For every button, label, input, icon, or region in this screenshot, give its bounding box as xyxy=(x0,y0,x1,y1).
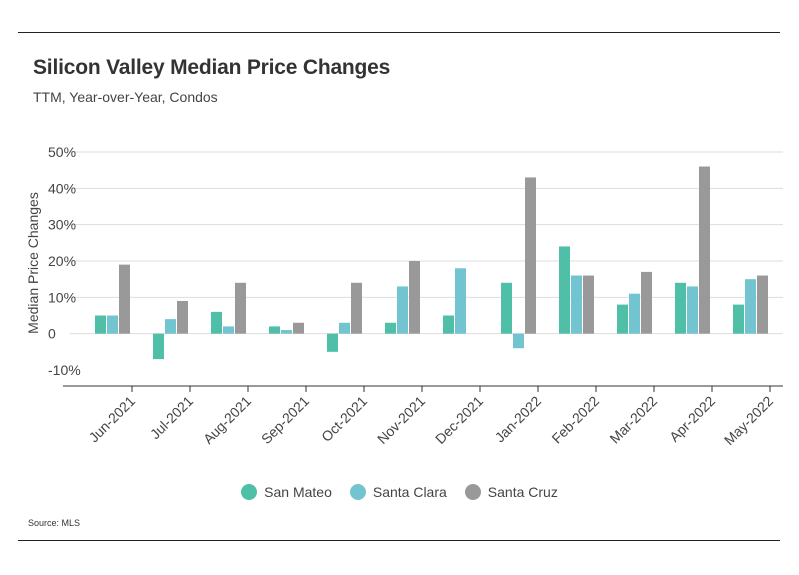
y-tick-label: -10% xyxy=(48,362,81,378)
x-tick-label: Feb-2022 xyxy=(548,393,602,447)
bar-santa-cruz xyxy=(177,300,188,334)
bar-santa-clara xyxy=(397,286,408,334)
x-tick-label: Sep-2021 xyxy=(258,393,312,447)
bar-san-mateo xyxy=(733,304,744,334)
bar-santa-clara xyxy=(165,319,176,334)
bar-san-mateo xyxy=(559,246,570,334)
bar-santa-cruz xyxy=(641,271,652,334)
bar-santa-cruz xyxy=(235,282,246,334)
chart-title: Silicon Valley Median Price Changes xyxy=(33,56,391,79)
bar-santa-clara xyxy=(687,286,698,334)
bar-santa-clara xyxy=(513,333,524,349)
bar-san-mateo xyxy=(95,315,106,334)
bar-santa-cruz xyxy=(119,264,130,334)
bar-san-mateo xyxy=(327,333,338,352)
x-tick-label: Jul-2021 xyxy=(147,393,196,442)
x-tick-label: Aug-2021 xyxy=(200,393,254,447)
bar-santa-clara xyxy=(339,322,350,334)
bar-san-mateo xyxy=(617,304,628,334)
y-tick-label: 30% xyxy=(48,217,76,233)
x-tick-label: May-2022 xyxy=(721,393,776,448)
y-tick-label: 20% xyxy=(48,253,76,269)
x-tick-label: Jun-2021 xyxy=(86,393,139,446)
bar-san-mateo xyxy=(153,333,164,360)
chart-subtitle: TTM, Year-over-Year, Condos xyxy=(33,89,218,105)
legend-label-santa-cruz: Santa Cruz xyxy=(487,484,558,500)
bar-san-mateo xyxy=(675,282,686,334)
legend-swatch-santa-cruz xyxy=(464,484,481,500)
bar-santa-cruz xyxy=(409,261,420,334)
bar-santa-clara xyxy=(745,279,756,334)
y-axis-label: Median Price Changes xyxy=(25,192,41,334)
x-tick-label: Oct-2021 xyxy=(318,393,370,445)
bar-santa-clara xyxy=(223,326,234,334)
bar-santa-cruz xyxy=(583,275,594,334)
x-tick-label: Jan-2022 xyxy=(492,393,545,446)
bottom-rule xyxy=(18,540,780,541)
top-rule xyxy=(18,32,780,33)
y-tick-label: 50% xyxy=(48,144,76,160)
bar-santa-clara xyxy=(571,275,582,334)
legend-label-santa-clara: Santa Clara xyxy=(372,484,447,500)
legend-swatch-san-mateo xyxy=(241,484,258,500)
bar-san-mateo xyxy=(501,282,512,334)
bar-santa-clara xyxy=(629,293,640,334)
legend-item-santa-cruz: Santa Cruz xyxy=(464,484,558,500)
legend-label-san-mateo: San Mateo xyxy=(264,484,332,500)
x-tick-label: Mar-2022 xyxy=(606,393,660,447)
x-tick-label: Nov-2021 xyxy=(374,393,428,447)
bar-san-mateo xyxy=(443,315,454,334)
bar-santa-cruz xyxy=(699,166,710,334)
source-note: Source: MLS xyxy=(28,518,81,528)
bar-san-mateo xyxy=(269,326,280,334)
x-tick-label: Apr-2022 xyxy=(666,393,718,445)
x-tick-label: Dec-2021 xyxy=(432,393,486,447)
y-tick-label: 0 xyxy=(48,326,56,342)
legend-swatch-santa-clara xyxy=(349,484,366,500)
bar-san-mateo xyxy=(385,322,396,334)
bar-santa-cruz xyxy=(757,275,768,334)
bar-santa-clara xyxy=(281,330,292,334)
y-tick-label: 10% xyxy=(48,289,76,305)
bar-santa-cruz xyxy=(351,282,362,334)
bar-san-mateo xyxy=(211,311,222,334)
legend-item-santa-clara: Santa Clara xyxy=(349,484,447,500)
bar-santa-cruz xyxy=(293,322,304,334)
legend: San Mateo Santa Clara Santa Cruz xyxy=(0,484,799,500)
bar-santa-clara xyxy=(107,315,118,334)
legend-item-san-mateo: San Mateo xyxy=(241,484,332,500)
y-tick-label: 40% xyxy=(48,180,76,196)
bar-santa-cruz xyxy=(525,177,536,334)
bar-santa-clara xyxy=(455,268,466,334)
